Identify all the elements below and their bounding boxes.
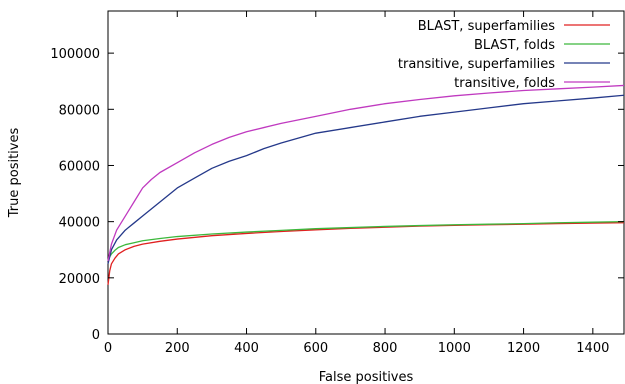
x-tick-label: 0: [104, 341, 112, 356]
series-line-4: [107, 84, 625, 262]
x-tick-label: 1400: [576, 341, 609, 356]
y-tick-label: 0: [92, 328, 100, 343]
legend-label-4: transitive, folds: [454, 76, 555, 91]
plot-area: [107, 10, 625, 335]
series-layer: [107, 84, 625, 285]
x-tick-label: 200: [165, 341, 190, 356]
y-tick-label: 100000: [50, 47, 100, 62]
legend: BLAST, superfamilies BLAST, folds transiti…: [398, 19, 610, 91]
legend-label-2: BLAST, folds: [474, 38, 555, 53]
series-line-2: [107, 221, 625, 262]
y-tick-label: 40000: [59, 216, 100, 231]
x-tick-label: 600: [303, 341, 328, 356]
x-tick-label: 800: [373, 341, 398, 356]
y-tick-label: 20000: [59, 272, 100, 287]
y-tick-label: 80000: [59, 103, 100, 118]
y-axis-title: True positives: [7, 128, 22, 219]
x-axis: 0 200 400 600 800 1000 1200 1400: [104, 11, 609, 356]
x-tick-label: 1200: [507, 341, 540, 356]
x-tick-label: 1000: [438, 341, 471, 356]
x-axis-title: False positives: [319, 370, 414, 384]
legend-label-1: BLAST, superfamilies: [418, 19, 555, 34]
plot-frame: [107, 10, 625, 335]
series-line-3: [107, 94, 625, 264]
legend-label-3: transitive, superfamilies: [398, 57, 555, 72]
y-tick-label: 60000: [59, 159, 100, 174]
y-axis: 0 20000 40000 60000 80000 100000: [50, 47, 624, 343]
series-line-1: [107, 222, 625, 285]
x-tick-label: 400: [234, 341, 259, 356]
